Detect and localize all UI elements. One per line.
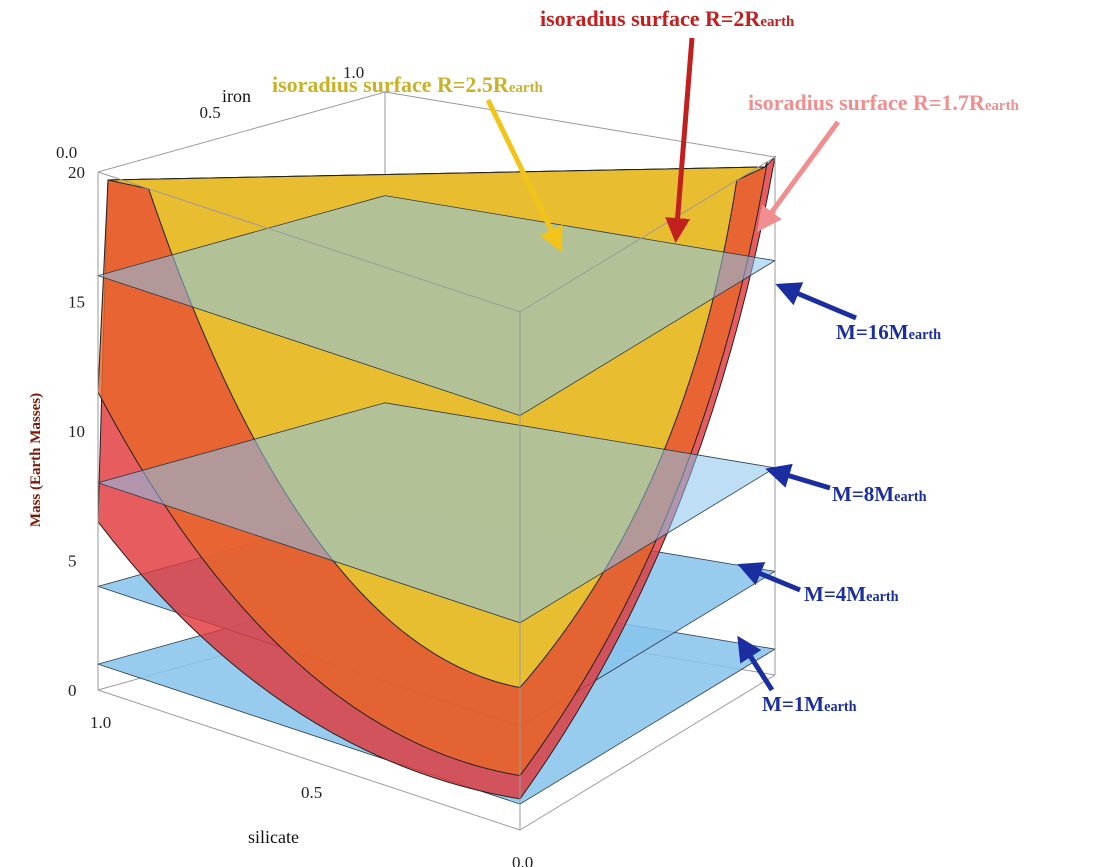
arrow-mass-16 xyxy=(775,282,857,321)
box-edge-front-top xyxy=(519,156,776,313)
box-edge-back-top xyxy=(97,91,386,173)
mass-planes-high xyxy=(96,195,777,624)
x-tick-label: 1.0 xyxy=(90,713,111,732)
label-r2: isoradius surface R=2Rearth xyxy=(540,6,795,31)
x-tick-label: 0.5 xyxy=(301,783,322,802)
arrow-mass-4 xyxy=(737,562,801,593)
label-mass-16: M=16Mearth xyxy=(836,320,942,344)
label-mass-8: M=8Mearth xyxy=(832,482,927,506)
label-r25: isoradius surface R=2.5Rearth xyxy=(272,72,543,97)
axis-ticks: 0 5 10 15 20 1.0 0.5 0.0 0.0 0.5 1.0 xyxy=(56,63,533,867)
arrow-mass-8 xyxy=(765,463,831,491)
y-tick-label: 0.5 xyxy=(200,103,221,122)
z-tick-label: 10 xyxy=(68,422,85,441)
y-axis-label: iron xyxy=(222,86,251,106)
label-mass-4: M=4Mearth xyxy=(804,582,899,606)
arrow-r17 xyxy=(757,120,841,233)
z-tick-label: 5 xyxy=(68,552,77,571)
box-edge-front-bottom xyxy=(97,689,521,831)
arrow-r2 xyxy=(665,37,695,243)
label-r17: isoradius surface R=1.7Rearth xyxy=(748,90,1019,115)
arrow-r25 xyxy=(485,98,563,253)
x-tick-label: 0.0 xyxy=(512,853,533,867)
x-axis-label: silicate xyxy=(248,827,299,847)
annotation-arrows xyxy=(485,37,857,692)
z-axis-label: Mass (Earth Masses) xyxy=(28,393,44,527)
z-tick-label: 20 xyxy=(68,163,85,182)
box-edge-front-bottom xyxy=(519,674,776,831)
arrow-mass-1 xyxy=(737,635,775,692)
box-edge-back-top xyxy=(384,91,776,158)
z-tick-label: 15 xyxy=(68,293,85,312)
y-tick-label: 0.0 xyxy=(56,143,77,162)
label-mass-1: M=1Mearth xyxy=(762,692,857,716)
y-tick-label: 1.0 xyxy=(343,63,364,82)
z-tick-label: 0 xyxy=(68,681,77,700)
bounding-box-front xyxy=(97,156,776,831)
box-edge-front-top xyxy=(97,171,521,313)
